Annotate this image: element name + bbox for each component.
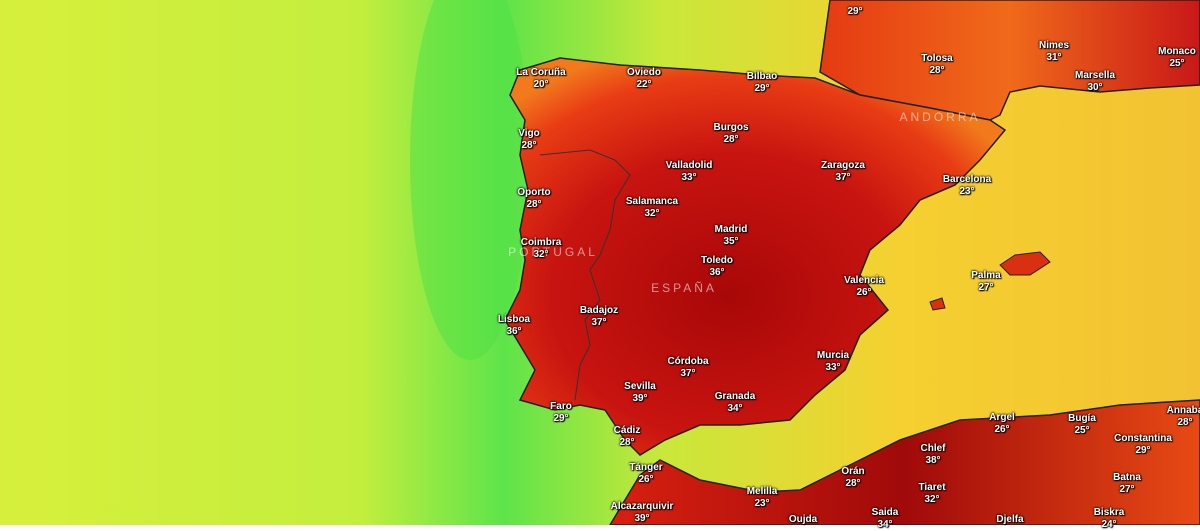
city-name: Cádiz	[613, 425, 641, 436]
city-name: Chlef	[920, 443, 946, 454]
city-temperature: 34°	[727, 403, 743, 414]
ibiza	[929, 297, 946, 311]
city-temperature: 39°	[632, 393, 648, 404]
city-name: Burgos	[713, 122, 749, 133]
city-name: Alcazarquivir	[610, 501, 674, 512]
city-temperature: 35°	[723, 236, 739, 247]
city-name: Oujda	[788, 514, 818, 525]
city-temperature: 36°	[709, 267, 725, 278]
city-temperature: 32°	[533, 249, 549, 260]
city-temperature: 29°	[553, 413, 569, 424]
city-temperature: 28°	[845, 478, 861, 489]
city-temperature: 25°	[1169, 58, 1185, 69]
city-name: La Coruña	[516, 67, 566, 78]
city-name: Coimbra	[520, 237, 562, 248]
city-temperature: 30°	[1087, 82, 1103, 93]
city-temperature: 23°	[754, 498, 770, 509]
city-temperature: 28°	[521, 140, 537, 151]
city-name: Saida	[871, 507, 899, 518]
city-name: Zaragoza	[821, 160, 865, 171]
city-temperature: 33°	[825, 362, 841, 373]
city-name: Tiaret	[918, 482, 946, 493]
city-name: Oviedo	[627, 67, 661, 78]
city-temperature: 28°	[929, 65, 945, 76]
city-temperature: 26°	[856, 287, 872, 298]
city-name: Bilbao	[746, 71, 778, 82]
city-temperature: 38°	[925, 455, 941, 466]
sea-current	[410, 0, 530, 360]
city-temperature: 23°	[959, 186, 975, 197]
city-temperature: 31°	[1046, 52, 1062, 63]
city-name: Batna	[1113, 472, 1141, 483]
city-temperature: 37°	[835, 172, 851, 183]
city-temperature: 25°	[1074, 425, 1090, 436]
city-temperature: 26°	[994, 424, 1010, 435]
city-name: Salamanca	[625, 196, 679, 207]
city-temperature: 27°	[1119, 484, 1135, 495]
city-name: Faro	[550, 401, 572, 412]
city-temperature: 27°	[978, 282, 994, 293]
city-name: Toledo	[700, 255, 734, 266]
city-name: Djelfa	[996, 514, 1024, 525]
city-name: Sevilla	[624, 381, 656, 392]
city-temperature: 28°	[723, 134, 739, 145]
city-temperature: 39°	[634, 513, 650, 524]
city-temperature: 24°	[1101, 519, 1117, 530]
city-temperature: 37°	[680, 368, 696, 379]
mallorca	[999, 251, 1051, 276]
city-name: Biskra	[1093, 507, 1125, 518]
city-name: Tolosa	[921, 53, 953, 64]
city-name: Bugía	[1068, 413, 1096, 424]
iberia	[504, 57, 1007, 456]
city-name: Lisboa	[497, 314, 531, 325]
city-temperature: 32°	[644, 208, 660, 219]
city-name: Orán	[841, 466, 865, 477]
city-temperature: 29°	[847, 6, 863, 17]
city-temperature: 33°	[681, 172, 697, 183]
city-temperature: 32°	[924, 494, 940, 505]
city-name: Badajoz	[579, 305, 619, 316]
city-temperature: 37°	[591, 317, 607, 328]
city-temperature: 28°	[1177, 417, 1193, 428]
city-name: Murcia	[816, 350, 850, 361]
city-name: Annaba	[1166, 405, 1200, 416]
city-name: Madrid	[714, 224, 748, 235]
city-temperature: 28°	[526, 199, 542, 210]
city-name: Valencia	[843, 275, 885, 286]
region-label: ANDORRA	[899, 110, 981, 124]
city-name: Córdoba	[667, 356, 709, 367]
city-name: Barcelona	[942, 174, 992, 185]
city-temperature: 20°	[533, 79, 549, 90]
region-label: ESPAÑA	[651, 281, 717, 295]
city-name: Oporto	[517, 187, 551, 198]
city-name: Monaco	[1158, 46, 1196, 57]
city-name: Marsella	[1074, 70, 1116, 81]
region-label: PORTUGAL	[508, 245, 598, 259]
city-temperature: 34°	[877, 519, 893, 530]
city-name: Argel	[989, 412, 1015, 423]
city-name: Valladolid	[665, 160, 713, 171]
city-temperature: 36°	[506, 326, 522, 337]
city-name: Melilla	[746, 486, 778, 497]
city-name: Constantina	[1114, 433, 1172, 444]
city-temperature: 29°	[1135, 445, 1151, 456]
north-africa	[609, 399, 1200, 525]
city-name: Vigo	[518, 128, 540, 139]
city-temperature: 29°	[754, 83, 770, 94]
city-name: Granada	[714, 391, 756, 402]
border	[539, 149, 631, 401]
city-name: Nimes	[1038, 40, 1070, 51]
city-name: Palma	[971, 270, 1001, 281]
city-temperature: 22°	[636, 79, 652, 90]
city-temperature: 26°	[638, 474, 654, 485]
city-temperature: 28°	[619, 437, 635, 448]
city-name: Tánger	[629, 462, 663, 473]
